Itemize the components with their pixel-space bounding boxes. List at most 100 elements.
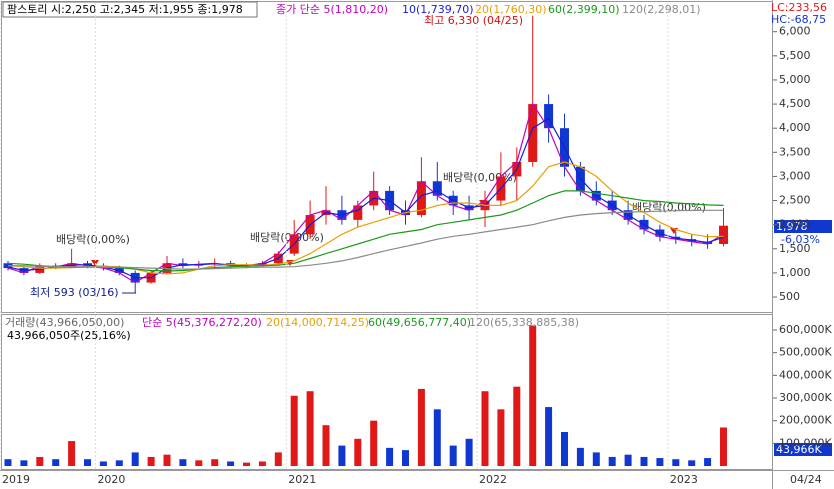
- volume-bar: [243, 462, 250, 466]
- legend-entry: 10(1,739,70): [402, 3, 474, 16]
- volume-bar: [20, 460, 28, 466]
- y-tick-label: 5,500: [779, 49, 811, 62]
- volume-legend-entry: 120(65,338,885,38): [469, 316, 579, 329]
- ma-line: [8, 209, 724, 270]
- title-box: [2, 1, 258, 18]
- candle-body: [544, 104, 554, 129]
- chart-title: 팜스토리 시:2,250 고:2,345 저:1,955 종:1,978: [7, 3, 243, 16]
- volume-bar: [195, 460, 203, 466]
- volume-bar: [386, 447, 394, 466]
- volume-bar: [720, 427, 727, 466]
- volume-subtitle: 43,966,050주(25,16%): [7, 329, 131, 342]
- last-price-box: [774, 220, 832, 233]
- volume-bar: [624, 454, 632, 466]
- x-tick-label: 2022: [479, 473, 507, 486]
- y-tick-label: 600,000K: [779, 323, 832, 336]
- volume-bar: [115, 460, 123, 466]
- ma-line: [7, 117, 724, 279]
- x-tick-label: 2019: [2, 473, 30, 486]
- y-tick-label: 100,000K: [779, 436, 832, 449]
- volume-bar: [592, 452, 600, 466]
- y-tick-label: 200,000K: [779, 414, 832, 427]
- y-tick-label: 500,000K: [779, 346, 832, 359]
- volume-bar: [211, 459, 219, 466]
- volume-bar: [704, 458, 712, 466]
- volume-title: 거래량(43,966,050,00): [5, 316, 124, 329]
- volume-bar: [640, 456, 648, 466]
- volume-bar: [497, 409, 505, 466]
- last-volume-box: [774, 443, 832, 456]
- x-tick-label: 2021: [288, 473, 316, 486]
- volume-bar: [290, 395, 298, 466]
- volume-bar: [433, 409, 441, 466]
- volume-bar: [608, 456, 616, 466]
- volume-legend-entry: 단순 5(45,376,272,20): [142, 316, 262, 329]
- volume-bar: [576, 447, 584, 466]
- volume-bar: [529, 325, 537, 466]
- annotation: 최저 593 (03/16): [30, 286, 119, 299]
- y-tick-label: 400,000K: [779, 368, 832, 381]
- y-tick-label: 1,500: [779, 242, 811, 255]
- legend-entry: 20(1,760,30): [475, 3, 547, 16]
- y-tick-label: 300,000K: [779, 391, 832, 404]
- volume-bar: [274, 452, 282, 466]
- volume-legend-entry: 20(14,000,714,25): [266, 316, 369, 329]
- y-tick-label: 3,500: [779, 145, 811, 158]
- volume-bar: [131, 452, 139, 466]
- last-price-label: 1,978: [776, 220, 808, 233]
- volume-bar: [481, 391, 489, 466]
- volume-bar: [338, 445, 346, 466]
- annotation: 배당락(0,00%): [56, 233, 130, 246]
- volume-bar: [561, 432, 568, 466]
- volume-bar: [306, 391, 314, 466]
- volume-bar: [656, 458, 664, 466]
- volume-bar: [99, 461, 107, 466]
- volume-bar: [258, 461, 266, 466]
- last-volume-label: 43,966K: [776, 443, 822, 456]
- candle-body: [528, 104, 538, 162]
- volume-bar: [227, 461, 235, 466]
- volume-bar: [163, 454, 171, 466]
- volume-bar: [688, 460, 696, 466]
- volume-bar: [354, 438, 362, 466]
- volume-bar: [417, 388, 425, 466]
- volume-bar: [179, 459, 187, 466]
- volume-bar: [68, 441, 76, 466]
- legend-entry: 120(2,298,01): [622, 3, 701, 16]
- y-tick-label: 6,000: [779, 25, 811, 38]
- volume-bar: [322, 425, 330, 466]
- x-end-label: 04/24: [790, 473, 822, 486]
- volume-bar: [402, 450, 409, 466]
- volume-bar: [36, 456, 44, 466]
- y-tick-label: 5,000: [779, 73, 811, 86]
- y-tick-label: 2,500: [779, 194, 811, 207]
- legend-entry: 종가 단순 5(1,810,20): [276, 3, 388, 16]
- lc-label: LC:233,56: [771, 1, 827, 14]
- candle-body: [353, 205, 363, 220]
- annotation: 최고 6,330 (04/25): [424, 14, 523, 27]
- y-tick-label: 1,000: [779, 266, 811, 279]
- volume-bar: [545, 407, 553, 466]
- y-tick-label: 4,500: [779, 97, 811, 110]
- volume-bar: [84, 459, 91, 466]
- volume-bar: [147, 456, 155, 466]
- candle-body: [719, 225, 728, 244]
- candle-body: [432, 181, 442, 196]
- volume-bar: [449, 445, 457, 466]
- volume-bar: [672, 459, 680, 466]
- volume-bar: [52, 459, 60, 466]
- last-change-label: -6,03%: [781, 233, 820, 246]
- volume-bar: [513, 386, 521, 466]
- last-volume-pct: 25,16%: [779, 455, 821, 468]
- volume-bar: [370, 420, 378, 466]
- hc-label: HC:-68,75: [771, 13, 826, 26]
- volume-legend-entry: 60(49,656,777,40): [368, 316, 471, 329]
- x-tick-label: 2020: [97, 473, 125, 486]
- annotation: 배당락(0,00%): [250, 231, 324, 244]
- volume-bar: [4, 459, 12, 466]
- y-tick-label: 3,000: [779, 169, 811, 182]
- candle-body: [416, 181, 426, 216]
- volume-bar: [465, 438, 473, 466]
